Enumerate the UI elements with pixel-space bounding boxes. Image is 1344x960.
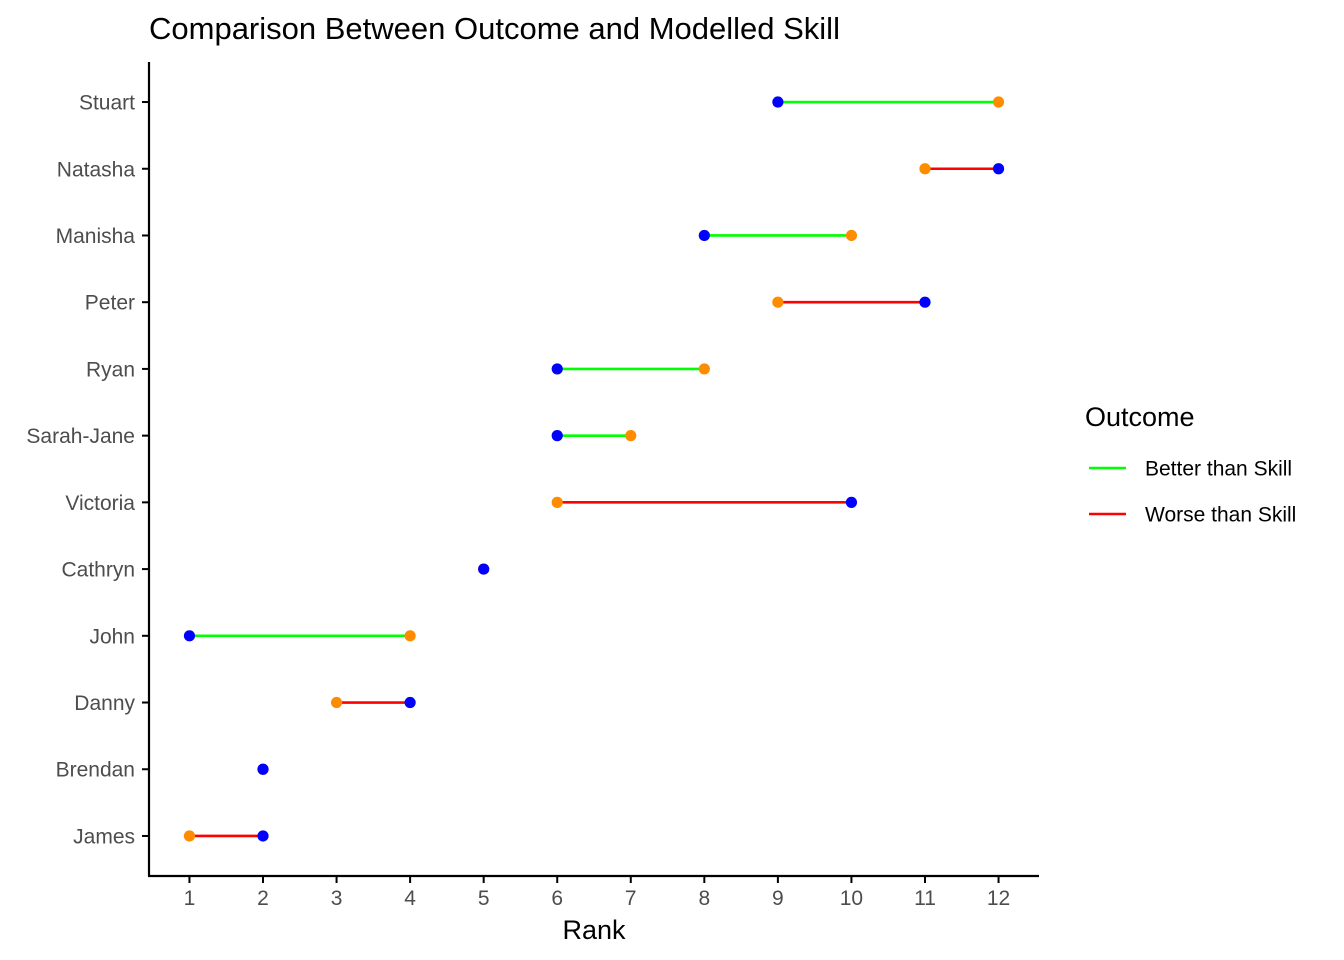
x-tick-label: 6 <box>551 887 563 910</box>
chart-title: Comparison Between Outcome and Modelled … <box>149 11 840 46</box>
y-tick-label: Victoria <box>65 492 135 515</box>
y-tick-label: Natasha <box>57 158 136 181</box>
x-tick-label: 11 <box>914 887 936 910</box>
outcome-point-victoria <box>551 496 563 508</box>
outcome-point-james <box>183 830 196 842</box>
y-axis: Stuart Natasha Manisha Peter Ryan Sarah-Jane V… <box>26 92 149 848</box>
x-tick-label: 5 <box>478 887 490 910</box>
y-tick-label: Manisha <box>56 225 136 248</box>
x-tick-label: 9 <box>772 887 784 910</box>
skill-point-ryan <box>551 363 563 375</box>
x-tick-label: 3 <box>331 887 343 910</box>
x-tick-label: 1 <box>184 887 196 910</box>
x-axis: 1 2 3 4 5 6 7 8 9 10 11 12 <box>184 876 1010 910</box>
outcome-point-manisha <box>845 229 858 242</box>
legend-title: Outcome <box>1085 402 1195 432</box>
y-tick-label: James <box>73 825 135 848</box>
y-tick-label: Brendan <box>56 759 135 782</box>
outcome-point-john <box>404 630 416 642</box>
outcome-point-sarah-jane <box>625 430 637 442</box>
y-tick-label: Peter <box>85 292 135 315</box>
x-tick-label: 7 <box>625 887 637 910</box>
y-tick-label: Sarah-Jane <box>26 425 135 448</box>
outcome-point-ryan <box>698 363 710 375</box>
skill-point-manisha <box>698 229 710 242</box>
plot-area <box>183 96 1005 842</box>
skill-point-james <box>257 830 269 842</box>
x-tick-label: 12 <box>987 887 1010 910</box>
y-tick-label: Danny <box>74 692 135 715</box>
skill-point-stuart <box>772 96 784 108</box>
y-tick-label: Ryan <box>86 358 135 381</box>
x-tick-label: 4 <box>404 887 416 910</box>
skill-point-natasha <box>992 163 1005 175</box>
legend-label: Worse than Skill <box>1145 504 1296 527</box>
skill-point-brendan <box>257 763 269 775</box>
skill-point-john <box>183 630 196 642</box>
outcome-point-stuart <box>992 96 1005 108</box>
x-tick-label: 8 <box>698 887 710 910</box>
y-tick-label: John <box>89 625 135 648</box>
legend-label: Better than Skill <box>1145 458 1292 481</box>
skill-point-danny <box>404 696 416 709</box>
skill-point-cathryn <box>478 563 490 575</box>
outcome-point-natasha <box>919 163 931 175</box>
x-tick-label: 10 <box>840 887 863 910</box>
outcome-point-danny <box>330 696 343 709</box>
y-tick-label: Cathryn <box>61 559 135 582</box>
skill-point-victoria <box>845 496 858 508</box>
legend: Outcome Better than Skill Worse than Skil… <box>1085 402 1296 527</box>
skill-point-peter <box>919 296 931 308</box>
x-tick-label: 2 <box>257 887 269 910</box>
x-axis-title: Rank <box>562 915 626 945</box>
skill-point-sarah-jane <box>551 430 563 442</box>
legend-entries: Better than Skill Worse than Skill <box>1089 458 1296 527</box>
y-tick-label: Stuart <box>79 92 135 115</box>
outcome-point-peter <box>772 296 784 308</box>
